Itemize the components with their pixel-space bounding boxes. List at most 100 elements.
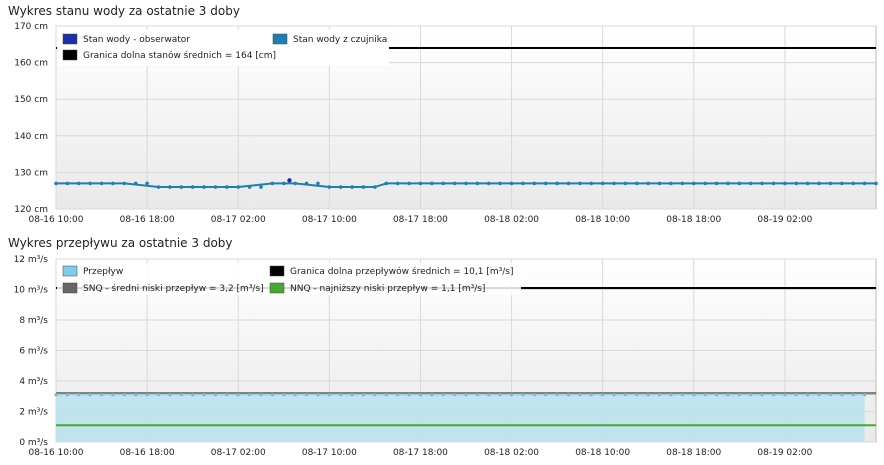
level-legend-swatch bbox=[272, 33, 288, 45]
flow-point bbox=[692, 393, 696, 397]
flow-point bbox=[771, 393, 776, 397]
level-sensor-point bbox=[498, 181, 502, 186]
level-sensor-point bbox=[783, 181, 787, 186]
level-sensor-point bbox=[407, 181, 411, 186]
flow-x-tick-label: 08-17 02:00 bbox=[211, 448, 266, 458]
level-sensor-point bbox=[669, 181, 673, 186]
flow-legend-swatch bbox=[62, 265, 78, 277]
flow-x-tick-label: 08-18 10:00 bbox=[575, 448, 630, 458]
level-sensor-point bbox=[145, 181, 149, 186]
level-y-tick-label: 150 cm bbox=[14, 95, 48, 105]
flow-y-tick-label: 2 m³/s bbox=[19, 408, 48, 418]
level-sensor-point bbox=[99, 181, 104, 186]
flow-point bbox=[566, 393, 571, 397]
flow-x-tick-label: 08-17 18:00 bbox=[393, 448, 448, 458]
flow-point bbox=[88, 393, 92, 397]
flow-y-tick-label: 8 m³/s bbox=[19, 316, 48, 326]
level-sensor-point bbox=[88, 181, 92, 186]
flow-point bbox=[384, 393, 388, 397]
flow-legend-label: Granica dolna przepływów średnich = 10,1… bbox=[290, 266, 513, 277]
flow-point bbox=[111, 393, 115, 397]
level-sensor-point bbox=[236, 185, 241, 189]
flow-point bbox=[475, 393, 479, 397]
flow-x-tick-label: 08-18 18:00 bbox=[666, 448, 721, 458]
flow-area-fill bbox=[56, 394, 865, 442]
level-sensor-point bbox=[703, 181, 707, 186]
level-sensor-point bbox=[521, 181, 525, 186]
level-sensor-point bbox=[54, 181, 58, 186]
level-sensor-point bbox=[464, 181, 468, 186]
level-sensor-point bbox=[361, 185, 366, 189]
level-sensor-point bbox=[680, 181, 685, 186]
level-sensor-point bbox=[600, 181, 605, 186]
flow-point bbox=[623, 393, 628, 397]
flow-point bbox=[464, 393, 468, 397]
flow-point bbox=[396, 393, 400, 397]
flow-legend: Przepływ Granica dolna przepływów średnic… bbox=[57, 263, 521, 295]
level-sensor-point bbox=[817, 181, 821, 186]
level-legend-swatch bbox=[62, 49, 78, 61]
flow-point bbox=[783, 393, 787, 397]
flow-point bbox=[407, 393, 411, 397]
flow-point bbox=[669, 393, 673, 397]
level-sensor-point bbox=[316, 181, 320, 186]
level-y-tick-label: 120 cm bbox=[14, 205, 48, 215]
flow-point bbox=[339, 393, 343, 397]
flow-point bbox=[532, 393, 536, 397]
level-x-tick-label: 08-18 10:00 bbox=[575, 215, 630, 225]
level-sensor-point bbox=[111, 181, 115, 186]
level-sensor-point bbox=[840, 181, 844, 186]
flow-point bbox=[293, 393, 297, 397]
flow-point bbox=[851, 393, 855, 397]
flow-legend-label: NNQ - najniższy niski przepływ = 1,1 [m³… bbox=[290, 284, 485, 294]
flow-point bbox=[806, 393, 810, 397]
flow-point bbox=[453, 393, 457, 397]
level-sensor-point bbox=[213, 185, 218, 189]
level-legend-label: Stan wody - obserwator bbox=[83, 35, 190, 45]
flow-point bbox=[612, 393, 616, 397]
flow-point bbox=[236, 393, 240, 397]
flow-point bbox=[487, 393, 491, 397]
flow-x-tick-label: 08-16 10:00 bbox=[29, 448, 84, 458]
level-sensor-point bbox=[578, 181, 582, 186]
level-sensor-point bbox=[646, 181, 651, 186]
level-sensor-point bbox=[179, 185, 184, 189]
level-sensor-point bbox=[418, 181, 423, 186]
flow-point bbox=[99, 393, 104, 397]
level-sensor-point bbox=[373, 185, 377, 189]
flow-point bbox=[840, 393, 844, 397]
level-sensor-point bbox=[851, 181, 856, 186]
flow-point bbox=[714, 393, 719, 397]
level-sensor-point bbox=[714, 181, 719, 186]
flow-point bbox=[430, 393, 434, 397]
flow-point bbox=[248, 393, 252, 397]
level-sensor-point bbox=[486, 181, 491, 186]
level-sensor-point bbox=[805, 181, 810, 186]
level-sensor-point bbox=[122, 181, 127, 186]
flow-point bbox=[373, 393, 377, 397]
flow-point bbox=[350, 393, 354, 397]
level-sensor-point bbox=[691, 181, 696, 186]
flow-point bbox=[54, 393, 58, 397]
level-legend: Stan wody - obserwator Stan wody z czujni… bbox=[57, 30, 389, 66]
flow-point bbox=[179, 393, 183, 397]
level-sensor-point bbox=[190, 185, 195, 189]
level-sensor-point bbox=[202, 185, 206, 189]
level-sensor-point bbox=[247, 185, 252, 189]
level-sensor-point bbox=[475, 181, 480, 186]
flow-y-tick-label: 0 m³/s bbox=[19, 438, 48, 448]
level-sensor-point bbox=[635, 181, 639, 186]
flow-legend-swatch bbox=[62, 282, 78, 294]
level-legend-box bbox=[57, 30, 389, 66]
flow-x-tick-label: 08-19 02:00 bbox=[757, 448, 812, 458]
flow-point bbox=[441, 393, 445, 397]
level-sensor-point bbox=[338, 185, 343, 189]
flow-point bbox=[304, 393, 309, 397]
level-sensor-point bbox=[65, 181, 70, 186]
level-sensor-point bbox=[430, 181, 434, 186]
level-y-tick-label: 140 cm bbox=[14, 132, 48, 142]
level-sensor-point bbox=[748, 181, 753, 186]
level-sensor-point bbox=[281, 181, 286, 186]
flow-x-tick-label: 08-16 18:00 bbox=[120, 448, 175, 458]
level-sensor-point bbox=[293, 181, 297, 186]
